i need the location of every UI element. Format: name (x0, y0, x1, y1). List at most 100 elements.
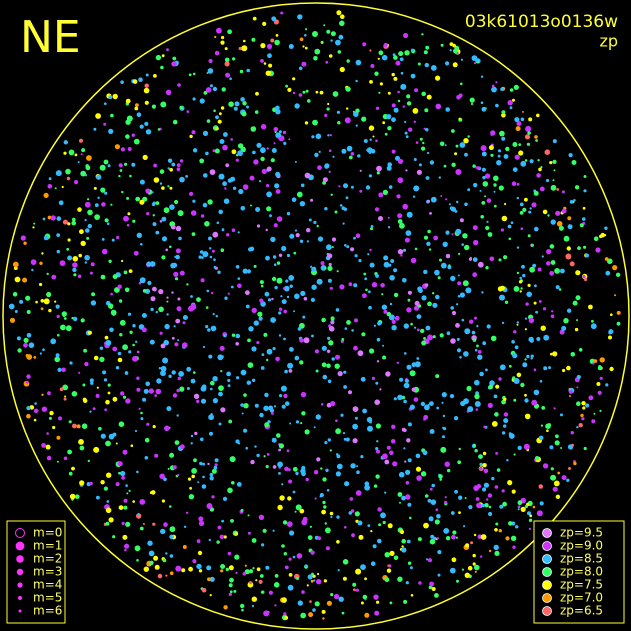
star (409, 566, 413, 570)
star (63, 456, 68, 461)
star (516, 246, 520, 249)
star (236, 482, 242, 487)
star (566, 365, 571, 371)
star (314, 601, 320, 607)
star (304, 121, 309, 125)
star (208, 538, 211, 542)
star (310, 265, 313, 268)
star (221, 519, 225, 523)
star (454, 152, 458, 156)
star (96, 495, 100, 500)
star (552, 159, 557, 164)
star (260, 59, 264, 63)
star (321, 609, 326, 614)
star (563, 235, 570, 242)
star (421, 146, 426, 151)
star (458, 447, 461, 451)
star (299, 37, 304, 42)
star (554, 440, 560, 446)
star (524, 328, 528, 331)
star (391, 149, 396, 154)
star (375, 106, 380, 111)
star (160, 101, 167, 108)
star (198, 520, 205, 526)
star (280, 295, 283, 298)
star (100, 274, 106, 280)
star (224, 296, 228, 300)
star (240, 97, 245, 102)
star (451, 557, 457, 563)
star (332, 155, 335, 158)
star (285, 279, 289, 283)
star (352, 438, 358, 444)
star (169, 526, 176, 533)
star (583, 189, 587, 193)
star (326, 489, 330, 492)
star (240, 206, 246, 211)
star (473, 239, 479, 246)
star (340, 14, 345, 19)
star (466, 385, 472, 392)
star (399, 57, 404, 62)
star (512, 98, 515, 102)
star (372, 544, 377, 549)
star (591, 319, 594, 323)
star (123, 498, 128, 503)
star (553, 480, 560, 487)
zp-swatch (542, 567, 552, 577)
star (278, 443, 284, 449)
star (142, 289, 147, 293)
star (211, 495, 215, 499)
star (163, 207, 170, 214)
star (143, 87, 150, 94)
star (260, 366, 265, 370)
star (71, 220, 76, 226)
star (40, 307, 44, 311)
star (48, 416, 52, 420)
star (387, 216, 390, 219)
star (289, 284, 293, 288)
star (305, 477, 309, 482)
star (302, 315, 306, 319)
star (444, 461, 450, 467)
star (482, 181, 489, 187)
star (294, 293, 300, 300)
star (214, 50, 220, 56)
star (381, 54, 388, 61)
star (383, 309, 388, 314)
star (459, 292, 465, 298)
star (186, 387, 190, 390)
star (198, 569, 203, 573)
star (247, 514, 250, 517)
star (472, 338, 477, 342)
star (362, 408, 367, 414)
star (274, 574, 279, 578)
star (298, 93, 303, 97)
star (334, 210, 338, 214)
star (311, 266, 317, 272)
star (382, 453, 388, 460)
star (368, 290, 371, 294)
star (146, 422, 150, 426)
star (417, 286, 423, 292)
star (585, 253, 589, 258)
star (369, 49, 372, 52)
star (237, 231, 240, 234)
star (265, 255, 270, 261)
star (303, 337, 310, 344)
star (85, 165, 91, 171)
star (370, 227, 373, 231)
star (341, 611, 345, 615)
star (486, 220, 489, 223)
star (231, 228, 236, 232)
star (403, 399, 407, 404)
star (100, 433, 106, 439)
star (273, 223, 278, 228)
star (348, 155, 353, 160)
star (561, 190, 565, 194)
star (78, 371, 81, 374)
star (42, 348, 45, 352)
star (435, 103, 442, 110)
star (101, 238, 105, 241)
